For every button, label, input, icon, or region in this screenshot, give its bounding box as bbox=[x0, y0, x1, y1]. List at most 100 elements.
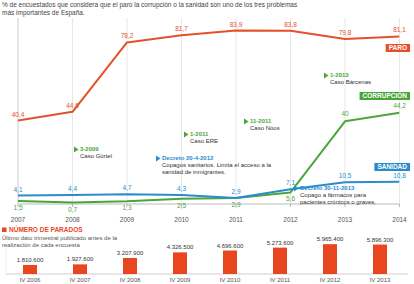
bar bbox=[73, 264, 87, 274]
chart-root: 2007200820092010201120122013201440,444,6… bbox=[0, 0, 414, 284]
annotation-marker bbox=[74, 147, 79, 153]
bar bbox=[173, 252, 187, 274]
data-label: 7,1 bbox=[286, 179, 295, 186]
bar-data-label: 3.207.900 bbox=[117, 250, 144, 256]
data-label: 40,4 bbox=[12, 111, 25, 118]
bar-category-label: IV 2006 bbox=[20, 277, 41, 283]
legend-box bbox=[374, 163, 410, 171]
data-label: 1,3 bbox=[122, 204, 131, 211]
annotation-label: Decreto 20-4-2012 bbox=[162, 155, 213, 161]
plot-area bbox=[18, 31, 400, 203]
x-tick-label: 2012 bbox=[283, 216, 298, 223]
bar-data-label: 5.273.600 bbox=[267, 240, 294, 246]
annotation-marker bbox=[244, 119, 249, 125]
bar-data-label: 4.696.600 bbox=[217, 243, 244, 249]
x-tick-label: 2010 bbox=[174, 216, 189, 223]
data-label: 81,7 bbox=[175, 25, 188, 32]
data-label: 10,5 bbox=[339, 172, 352, 179]
bar-category-label: IV 2012 bbox=[320, 277, 341, 283]
data-label: 4,3 bbox=[177, 185, 186, 192]
bar bbox=[123, 258, 137, 274]
data-label: 0,7 bbox=[68, 206, 77, 213]
bar bbox=[373, 245, 387, 274]
data-label: 2,9 bbox=[231, 188, 240, 195]
grid-line bbox=[181, 18, 182, 204]
bar bbox=[223, 251, 237, 274]
data-label: 79,8 bbox=[339, 29, 352, 36]
annotation-text: Caso Bárcenas bbox=[330, 79, 371, 85]
series-line bbox=[18, 31, 400, 121]
grid-line bbox=[290, 18, 291, 204]
x-tick-label: 2009 bbox=[120, 216, 135, 223]
data-label: 4,1 bbox=[13, 186, 22, 193]
data-label: 40 bbox=[341, 110, 349, 117]
annotation-label: 1-2011 bbox=[190, 131, 208, 137]
bar bbox=[23, 265, 37, 274]
bar-subtitle: Último dato trimestral publicado antes d… bbox=[2, 235, 142, 249]
grid: 20072008200920102011201220132014 bbox=[11, 18, 407, 223]
grid-line bbox=[236, 18, 237, 204]
bar-data-label: 5.896.300 bbox=[367, 237, 394, 243]
legend-entry: PARO bbox=[386, 44, 410, 52]
data-label: 10,8 bbox=[393, 172, 406, 179]
x-tick-label: 2008 bbox=[65, 216, 80, 223]
bar-y-axis bbox=[6, 244, 7, 274]
data-label: 44,6 bbox=[66, 102, 79, 109]
bars bbox=[23, 244, 387, 274]
data-label: 5,6 bbox=[286, 195, 295, 202]
x-tick-label: 2011 bbox=[229, 216, 243, 223]
annotation-label: 11-2011 bbox=[250, 118, 271, 124]
annotation: Decreto 30-11-2013Copago a fármacos para… bbox=[300, 185, 385, 206]
annotation-text: Caso Gürtel bbox=[80, 153, 112, 159]
data-label: 44,2 bbox=[393, 102, 406, 109]
bar bbox=[323, 244, 337, 274]
annotation: Decreto 20-4-2012Copagos sanitarios. Lim… bbox=[162, 155, 272, 176]
annotation: 11-2011Caso Nóos bbox=[250, 118, 280, 132]
data-label: 1,5 bbox=[13, 204, 22, 211]
x-tick bbox=[290, 204, 291, 207]
data-label: 2,9 bbox=[231, 201, 240, 208]
bar-data-label: 1.810.600 bbox=[17, 257, 44, 263]
annotation-marker bbox=[324, 73, 329, 79]
x-tick-label: 2013 bbox=[338, 216, 353, 223]
x-tick bbox=[399, 204, 400, 207]
data-label: 83,8 bbox=[284, 21, 297, 28]
grid-line bbox=[127, 18, 128, 204]
bar-category-label: IV 2007 bbox=[70, 277, 91, 283]
data-label: 81,1 bbox=[393, 26, 406, 33]
bar-category-label: IV 2008 bbox=[120, 277, 141, 283]
bar-category-label: IV 2010 bbox=[220, 277, 241, 283]
annotation-text: Caso ERE bbox=[190, 138, 218, 144]
title: % de encuestados que considera que el pa… bbox=[2, 1, 302, 17]
data-label: 78,2 bbox=[121, 32, 134, 39]
legend-entry: CORRUPCIÓN bbox=[360, 91, 410, 100]
bar-data-label: 1.927.600 bbox=[67, 256, 94, 262]
annotation-text: Copago a fármacos para pacientes crónico… bbox=[300, 192, 376, 205]
data-label: 83,9 bbox=[230, 21, 243, 28]
annotation-marker bbox=[294, 186, 299, 192]
annotation-marker bbox=[184, 132, 189, 138]
annotation-marker bbox=[156, 156, 161, 162]
bar-baseline bbox=[6, 274, 408, 275]
annotation-label: 3-2009 bbox=[80, 146, 99, 152]
annotation: 1-2013Caso Bárcenas bbox=[330, 72, 371, 86]
bar-data-label: 4.326.500 bbox=[167, 244, 194, 250]
bar-title: NÚMERO DE PARADOS bbox=[9, 225, 83, 233]
annotation-text: Copagos sanitarios. Limita el acceso a l… bbox=[162, 162, 271, 175]
legend-box bbox=[360, 92, 410, 100]
bar-category-label: IV 2013 bbox=[370, 277, 391, 283]
legend-label: CORRUPCIÓN bbox=[363, 91, 408, 99]
bar bbox=[273, 248, 287, 274]
legend-label: SANIDAD bbox=[377, 163, 407, 170]
annotation: 3-2009Caso Gürtel bbox=[80, 146, 112, 160]
annotation-text: Caso Nóos bbox=[250, 125, 280, 131]
legend-label: PARO bbox=[389, 44, 407, 51]
bar-data-label: 5.965.400 bbox=[317, 236, 344, 242]
annotation-label: 1-2013 bbox=[330, 72, 349, 78]
data-label: 4,7 bbox=[122, 184, 131, 191]
data-label: 2,5 bbox=[177, 202, 186, 209]
legend-entry: SANIDAD bbox=[374, 163, 410, 171]
annotation-label: Decreto 30-11-2013 bbox=[300, 185, 354, 191]
bar-category-label: IV 2011 bbox=[270, 277, 291, 283]
x-tick-label: 2007 bbox=[11, 216, 26, 223]
